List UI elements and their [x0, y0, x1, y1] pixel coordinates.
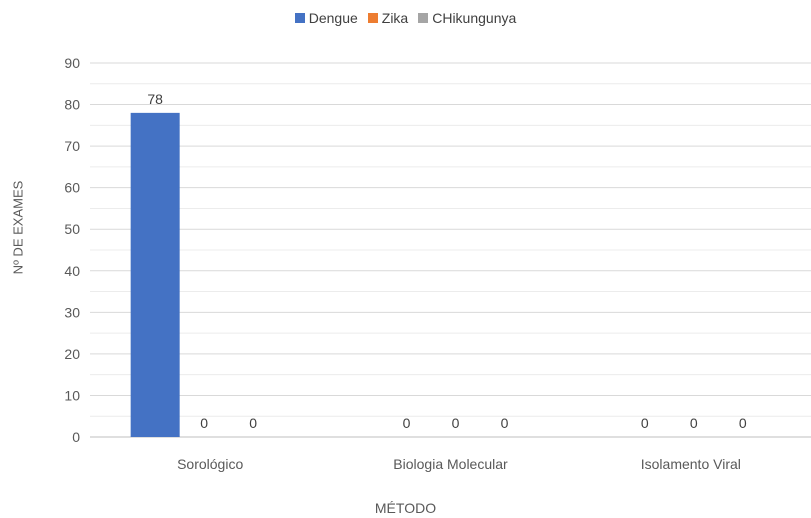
y-tick-label: 40 [64, 263, 80, 279]
data-label: 0 [641, 415, 649, 431]
legend: Dengue Zika CHikungunya [0, 10, 811, 26]
legend-swatch-chikungunya [418, 13, 429, 23]
data-label: 0 [739, 415, 747, 431]
legend-label-zika: Zika [381, 10, 409, 26]
x-axis-title: MÉTODO [374, 500, 437, 516]
bar-dengue-0 [130, 112, 180, 437]
y-tick-label: 10 [64, 387, 80, 403]
y-axis-title: Nº DE EXAMES [10, 180, 26, 275]
gridlines [90, 62, 811, 438]
data-label: 0 [452, 415, 460, 431]
x-tick-labels: Sorológico Biologia Molecular Isolamento V… [177, 456, 741, 472]
y-tick-label: 20 [64, 346, 80, 362]
data-label: 0 [501, 415, 509, 431]
y-tick-label: 70 [64, 138, 80, 154]
data-label: 0 [249, 415, 257, 431]
legend-swatch-dengue [294, 13, 305, 23]
legend-item-dengue: Dengue [294, 10, 358, 26]
y-tick-label: 60 [64, 180, 80, 196]
data-label: 78 [147, 91, 163, 107]
legend-item-chikungunya: CHikungunya [418, 10, 516, 26]
legend-swatch-zika [367, 13, 378, 23]
y-tick-label: 0 [72, 429, 80, 445]
x-tick-label: Biologia Molecular [393, 456, 508, 472]
y-tick-labels: 0 10 20 30 40 50 60 70 80 90 [64, 55, 80, 445]
y-tick-label: 30 [64, 304, 80, 320]
y-tick-label: 50 [64, 221, 80, 237]
legend-label-chikungunya: CHikungunya [432, 10, 517, 26]
legend-item-zika: Zika [367, 10, 409, 26]
data-label: 0 [200, 415, 208, 431]
data-label: 0 [403, 415, 411, 431]
data-label: 0 [690, 415, 698, 431]
x-tick-label: Sorológico [177, 456, 243, 472]
y-tick-label: 80 [64, 97, 80, 113]
data-labels: 78 0 0 0 0 0 0 0 0 [147, 91, 747, 431]
y-tick-label: 90 [64, 55, 80, 71]
bars [130, 112, 180, 437]
x-tick-label: Isolamento Viral [641, 456, 741, 472]
legend-label-dengue: Dengue [308, 10, 358, 26]
